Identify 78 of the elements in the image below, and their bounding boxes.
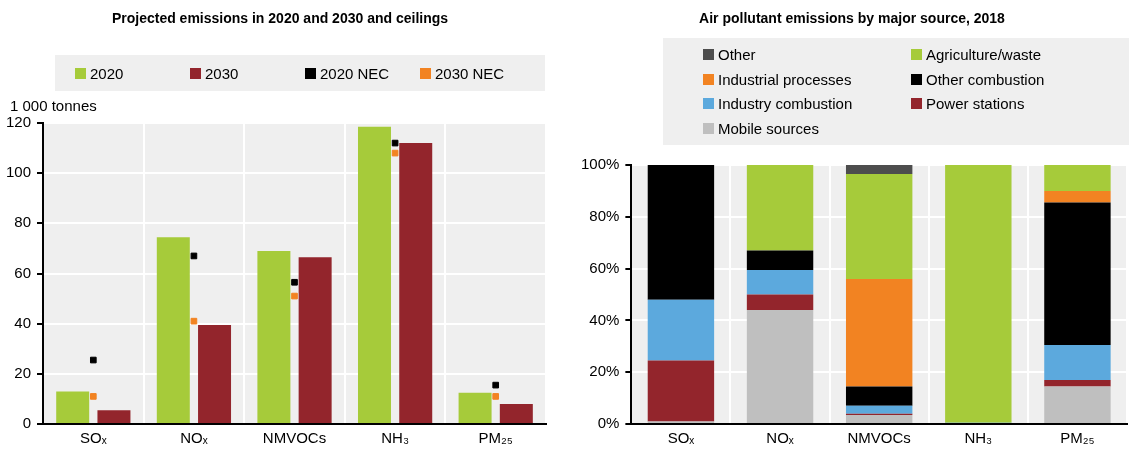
bar [357, 126, 391, 423]
x-tick-label: PM₂₅ [1060, 429, 1095, 447]
legend-label: Other [718, 45, 756, 63]
bar [647, 165, 715, 300]
y-tick-label: 120 [6, 113, 32, 131]
bar [746, 269, 814, 295]
bar [647, 299, 715, 361]
y-tick-label: 60% [589, 258, 620, 276]
bar [1044, 202, 1111, 346]
bar [198, 324, 232, 423]
bar [499, 403, 533, 423]
y-tick-label: 40 [14, 313, 32, 331]
y-tick-label: 100% [580, 155, 620, 173]
point [190, 317, 198, 325]
y-tick-label: 100 [6, 163, 32, 181]
point [291, 278, 298, 286]
legend-label: Agriculture/waste [926, 45, 1042, 63]
bar [647, 360, 715, 422]
x-tick-label: NH₃ [964, 429, 993, 447]
bar [945, 165, 1012, 423]
legend-label: 2020 NEC [320, 64, 390, 82]
bar [845, 174, 913, 279]
bar [56, 391, 90, 423]
chart-title: Projected emissions in 2020 and 2030 and ceilings [110, 10, 450, 26]
legend-label: Power stations [926, 95, 1025, 113]
bar [845, 278, 913, 387]
point [90, 356, 97, 364]
y-tick-label: 60 [14, 263, 32, 281]
bar [845, 414, 913, 423]
x-tick-label: NH₃ [381, 429, 409, 447]
point [190, 252, 198, 260]
x-tick-label: SOₓ [80, 429, 107, 447]
bar [458, 392, 492, 423]
y-axis-title: 1 000 tonnes [10, 97, 97, 114]
x-tick-label: NMVOCs [262, 429, 327, 447]
point [492, 381, 500, 389]
point [391, 149, 399, 157]
legend-label: 2030 [205, 64, 239, 82]
bar [1044, 165, 1111, 191]
x-tick-label: NMVOCs [847, 429, 911, 447]
bar [845, 386, 913, 406]
point [90, 393, 97, 400]
x-tick-label: SOₓ [667, 429, 695, 447]
legend-label: Other combustion [926, 70, 1045, 88]
bar [746, 310, 814, 423]
bar [1044, 379, 1111, 387]
bar [1044, 386, 1111, 423]
bar [746, 250, 814, 270]
legend-label: 2020 [90, 64, 124, 82]
point [492, 393, 500, 400]
y-tick-label: 80% [589, 206, 620, 224]
bar [97, 410, 131, 423]
point [391, 139, 399, 147]
x-tick-label: NOₓ [766, 429, 794, 447]
bar [746, 294, 814, 311]
legend-label: Industry combustion [718, 95, 853, 113]
bar [746, 165, 814, 251]
y-tick-label: 80 [14, 213, 32, 231]
bar [1044, 190, 1111, 203]
bar [845, 165, 913, 175]
legend-label: 2030 NEC [435, 64, 505, 82]
y-tick-label: 20 [14, 363, 32, 381]
x-tick-label: NOₓ [180, 429, 208, 447]
legend-label: Industrial processes [718, 70, 852, 88]
bar [845, 405, 913, 414]
bar [257, 250, 291, 423]
chart-title: Air pollutant emissions by major source, 2018 [698, 10, 1006, 26]
x-tick-label: PM₂₅ [478, 429, 513, 447]
legend-label: Mobile sources [718, 120, 819, 138]
y-tick-label: 0 [22, 414, 32, 432]
bar [1044, 345, 1111, 380]
bar [156, 237, 190, 423]
y-tick-label: 40% [589, 310, 620, 328]
y-tick-label: 0% [597, 414, 620, 432]
y-tick-label: 20% [589, 362, 620, 380]
point [291, 292, 298, 300]
bar [298, 257, 332, 423]
bar [399, 143, 433, 423]
